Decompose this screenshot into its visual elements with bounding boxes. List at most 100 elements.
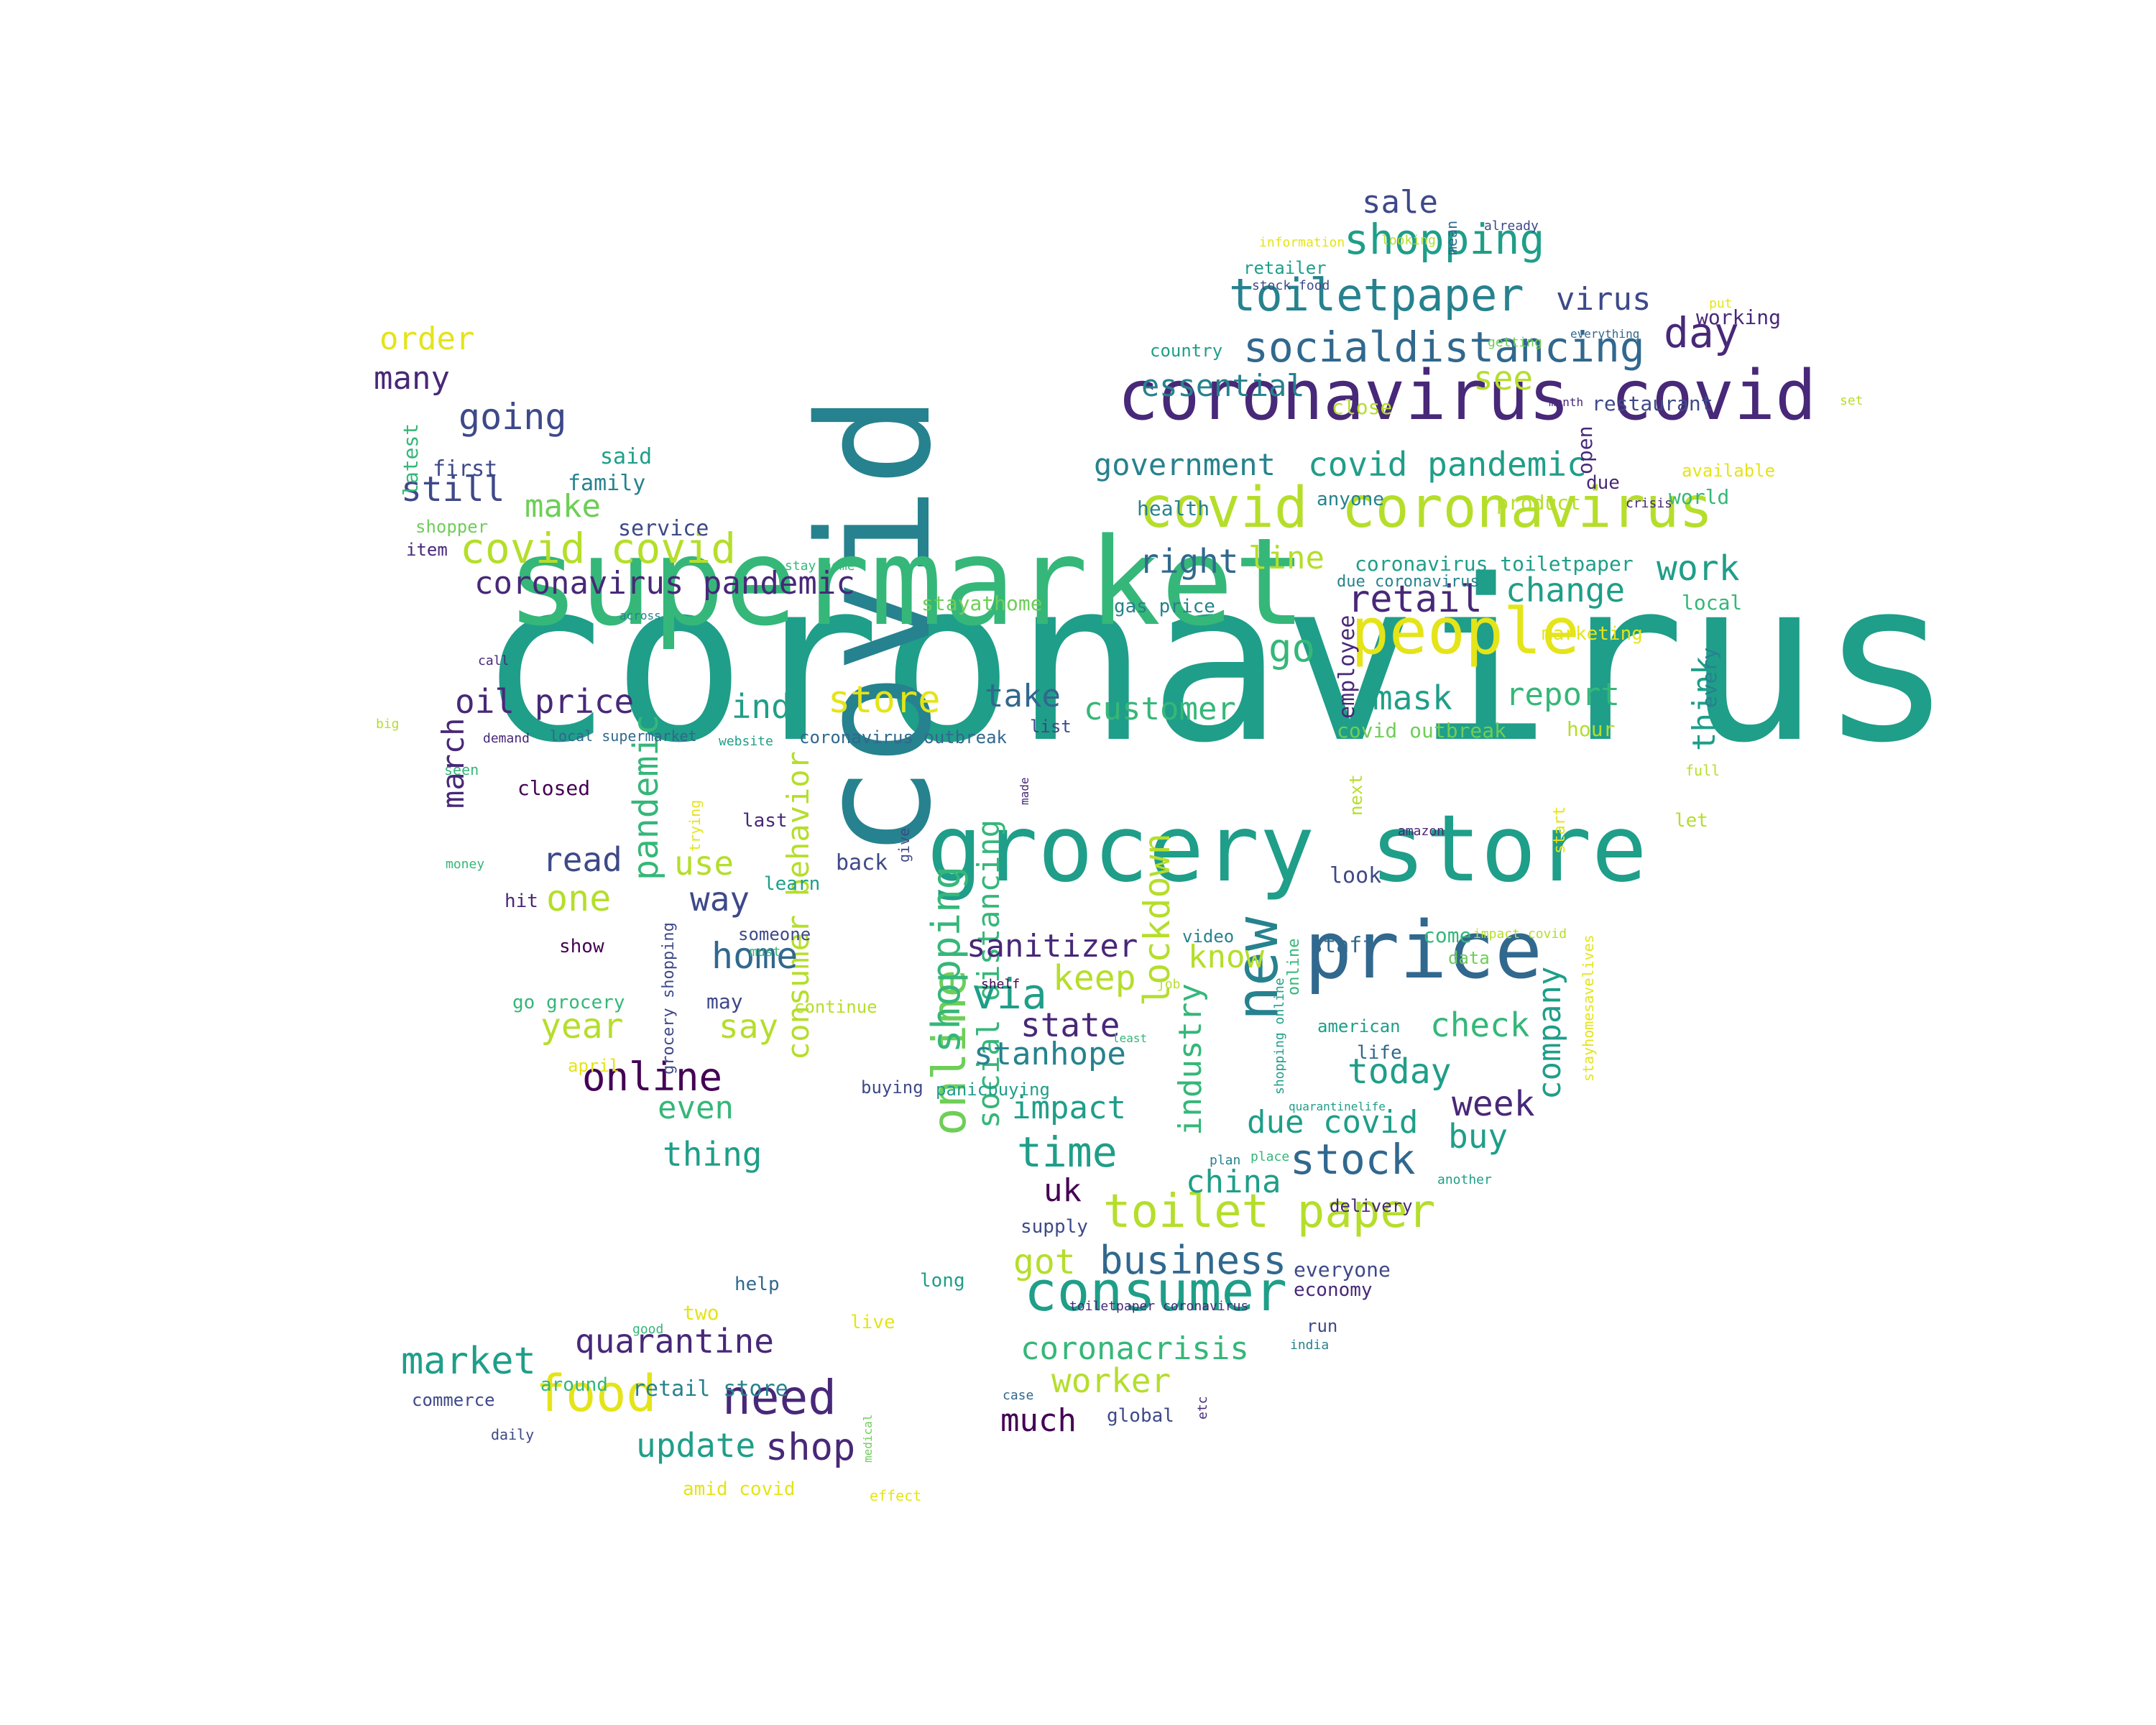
cloud-word: everything [1570,327,1640,341]
cloud-word: stay home [785,558,855,574]
cloud-word: medical [861,1414,875,1463]
cloud-word: must [750,944,781,960]
cloud-word: plan [1210,1152,1241,1168]
cloud-word: due coronavirus [1337,573,1480,592]
cloud-word: coronavirus [478,533,1953,792]
cloud-word: list [1030,716,1072,737]
cloud-word: covid pandemic [1308,445,1587,484]
cloud-word: shopping [1344,214,1545,264]
cloud-word: coronavirus toiletpaper [1355,551,1634,576]
cloud-word: quarantine [575,1322,774,1361]
cloud-word: hit [505,891,538,913]
cloud-word: impact [1012,1089,1126,1126]
cloud-word: covid covid [460,523,737,573]
cloud-word: money [446,856,485,872]
cloud-word: april [568,1055,620,1076]
cloud-word: amid covid [683,1478,796,1501]
cloud-word: grocery store [927,795,1647,903]
cloud-word: retail store [632,1376,788,1402]
cloud-word: report [1506,676,1620,713]
cloud-word: change [1506,571,1626,610]
cloud-word: know [1188,938,1264,975]
cloud-word: product [1496,490,1582,515]
cloud-word: website [719,733,773,749]
cloud-word: someone [738,924,811,944]
cloud-word: information [1259,234,1345,250]
cloud-word: stock [1290,1134,1416,1184]
cloud-word: sale [1362,183,1438,221]
cloud-word: open [1573,426,1597,474]
cloud-word: go grocery [512,992,625,1014]
cloud-word: worker [1051,1361,1171,1401]
cloud-word: due covid [1247,1103,1419,1141]
cloud-word: online [1285,938,1303,995]
cloud-word: local supermarket [550,727,697,745]
cloud-word: mean [1443,220,1460,255]
cloud-word: oil price [455,682,635,722]
cloud-word: hour [1567,717,1616,741]
cloud-word: health [1137,496,1210,520]
cloud-word: staff [1310,933,1376,958]
cloud-word: service [618,516,709,541]
cloud-word: already [1484,218,1539,234]
cloud-word: online [582,1054,723,1100]
cloud-word: set [1840,392,1864,408]
cloud-word: data [1448,947,1490,968]
cloud-word: year [540,1006,624,1046]
cloud-word: employee [1335,615,1360,719]
cloud-word: look [1330,863,1382,888]
cloud-word: looking [1381,232,1436,248]
cloud-word: show [559,936,604,958]
cloud-word: coronavirus pandemic [474,564,855,602]
cloud-word: supply [1021,1216,1088,1238]
cloud-word: state [1021,1006,1120,1045]
cloud-word: supermarket [507,511,1307,653]
cloud-word: economy [1294,1279,1373,1302]
cloud-word: covid coronavirus [1139,475,1713,540]
cloud-word: across [619,609,661,623]
cloud-word: thing [663,1135,763,1174]
cloud-word: come [1423,923,1472,947]
cloud-word: shopping [923,865,969,1053]
cloud-word: read [543,840,622,880]
cloud-word: help [734,1274,780,1296]
cloud-word: coronavirus outbreak [799,727,1007,748]
cloud-word: crisis [1626,495,1673,511]
cloud-word: available [1682,460,1776,481]
cloud-word: much [1000,1402,1077,1439]
cloud-word: keep [1053,957,1136,998]
cloud-word: covid outbreak [1337,718,1507,742]
cloud-word: run [1307,1315,1338,1336]
cloud-word: essential [1141,368,1305,404]
cloud-word: two [683,1300,719,1325]
cloud-word: price [1304,904,1543,996]
cloud-word: business [1100,1237,1287,1283]
cloud-word: consumer [1024,1259,1288,1324]
cloud-word: everyone [1294,1257,1391,1282]
cloud-word: time [1017,1127,1118,1177]
cloud-word: amazon [1398,823,1445,839]
cloud-word: start [1551,806,1569,854]
cloud-word: take [985,677,1061,714]
cloud-word: marketing [1542,623,1643,645]
cloud-word: right [1139,542,1239,581]
cloud-word: food [535,1364,657,1423]
cloud-word: full [1685,762,1720,779]
cloud-word: use [674,844,734,883]
cloud-word: week [1452,1083,1535,1124]
cloud-word: next [1346,774,1366,816]
cloud-word: first [433,456,498,482]
cloud-word: many [374,359,450,397]
cloud-word: order [379,320,475,357]
cloud-word: government [1094,447,1276,483]
cloud-word: company [1531,966,1568,1100]
cloud-word: world [1669,484,1730,509]
cloud-word: say [719,1007,779,1046]
cloud-word: delivery [1330,1195,1413,1216]
cloud-word: anyone [1317,489,1384,511]
cloud-word: mask [1373,678,1452,718]
cloud-word: big [376,716,400,732]
cloud-word: quarantinelife [1289,1100,1386,1114]
cloud-word: demand [483,730,530,746]
